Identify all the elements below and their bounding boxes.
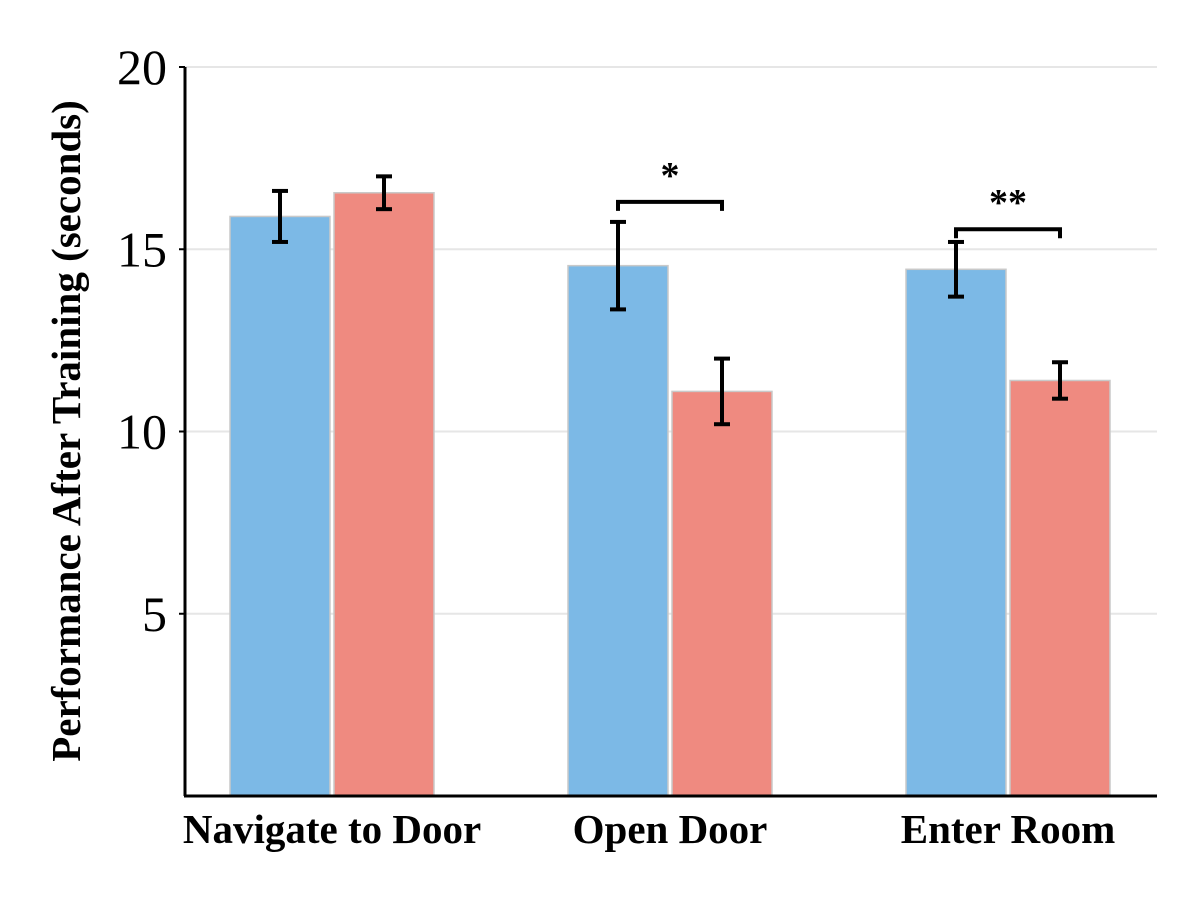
bar-blue-2 <box>905 268 1007 797</box>
bar-red-0 <box>333 192 435 797</box>
significance-markers: *** <box>616 155 1062 239</box>
significance-label: * <box>661 155 680 197</box>
y-tick-label: 10 <box>117 404 167 460</box>
x-tick-label: Open Door <box>573 806 768 852</box>
significance-label: ** <box>989 182 1027 224</box>
error-bars <box>272 174 1068 427</box>
significance-bracket: ** <box>954 182 1062 239</box>
bar-red-2 <box>1009 379 1111 797</box>
x-tick-label: Navigate to Door <box>183 806 481 852</box>
y-tick-labels: 5 10 15 20 <box>117 39 185 642</box>
y-axis-label: Performance After Training (seconds) <box>43 100 89 762</box>
x-tick-labels: Navigate to Door Open Door Enter Room <box>183 806 1115 852</box>
error-bar <box>610 219 626 312</box>
error-bar <box>272 188 288 244</box>
y-tick-label: 5 <box>142 586 167 642</box>
error-bar <box>948 239 964 299</box>
bar-blue-0 <box>229 215 331 797</box>
bar-blue-1 <box>567 264 669 797</box>
bars <box>229 192 1111 797</box>
error-bar <box>714 356 730 427</box>
significance-bracket: * <box>616 155 724 211</box>
x-tick-label: Enter Room <box>901 806 1115 852</box>
y-tick-label: 20 <box>117 39 167 95</box>
bar-red-1 <box>671 390 773 797</box>
y-tick-label: 15 <box>117 221 167 277</box>
error-bar <box>376 174 392 212</box>
error-bar <box>1052 360 1068 401</box>
